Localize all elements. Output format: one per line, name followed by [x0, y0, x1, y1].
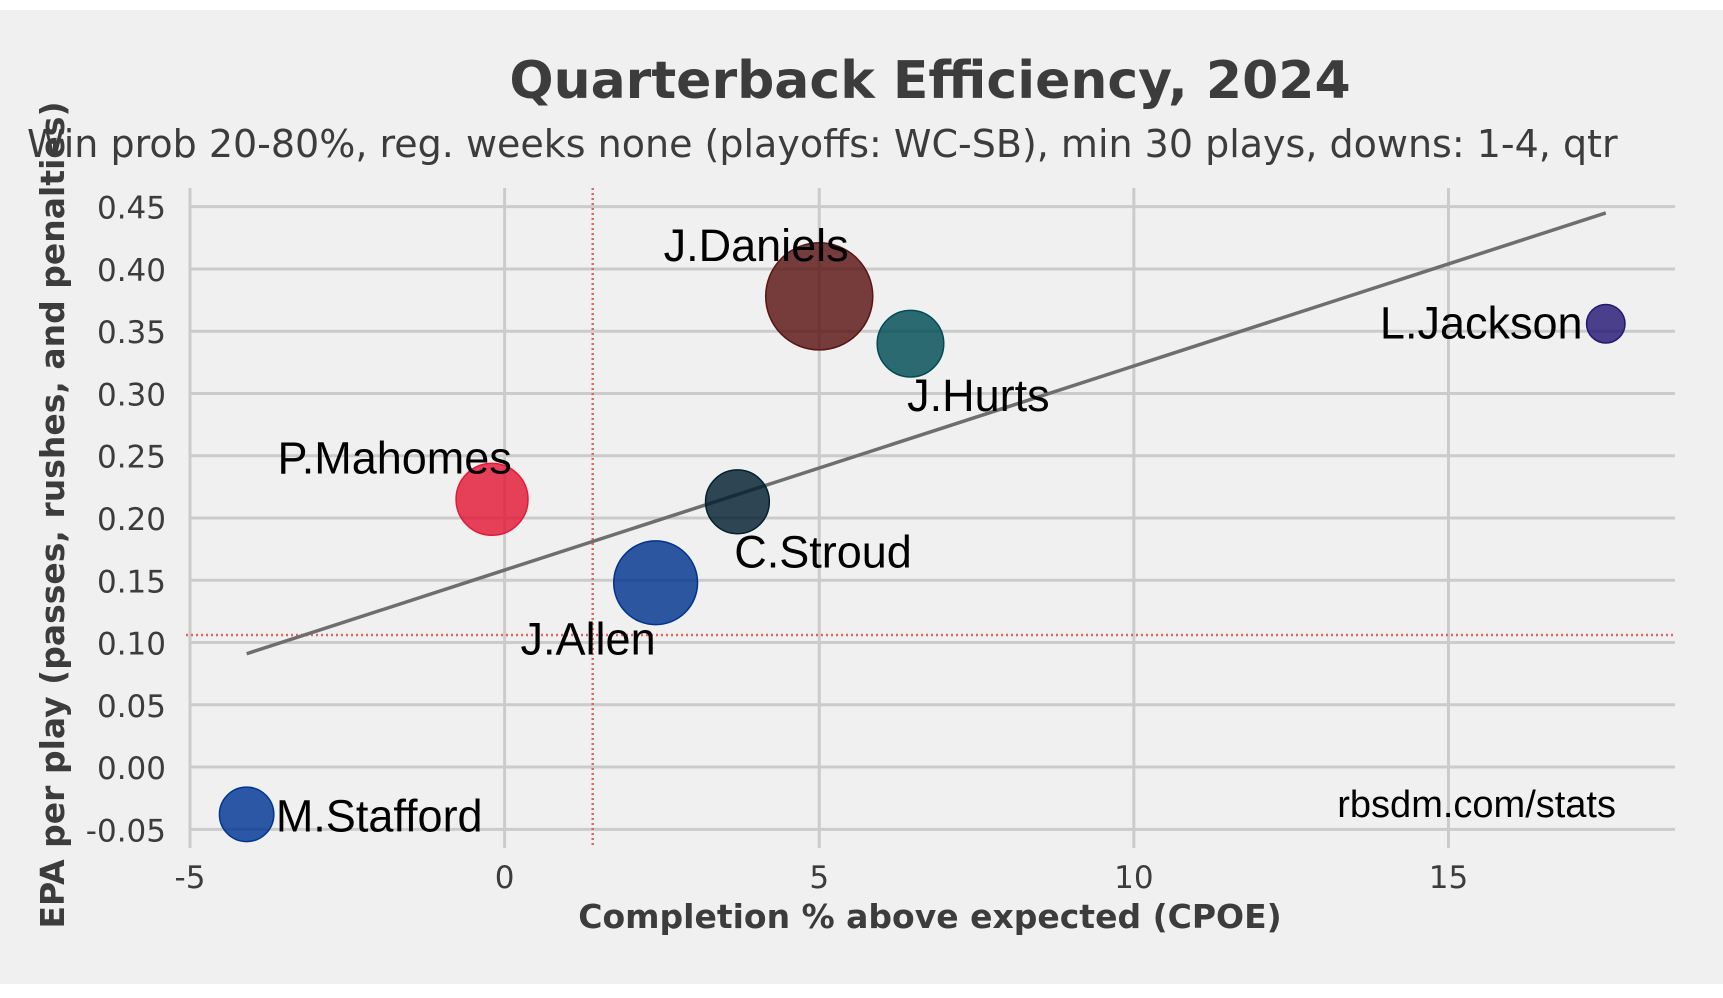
point-label: C.Stroud — [734, 527, 912, 578]
point-label: J.Allen — [521, 614, 656, 665]
data-points — [218, 242, 1626, 843]
chart-subtitle: Win prob 20-80%, reg. weeks none (playof… — [27, 122, 1618, 166]
point-labels: J.Daniels J.Hurts L.Jackson P.Mahomes C.Stro… — [276, 220, 1583, 841]
y-tick-label: -0.05 — [86, 813, 166, 849]
y-axis-label: EPA per play (passes, rushes, and penalt… — [33, 101, 72, 928]
data-point — [764, 242, 874, 351]
x-tick-label: -5 — [175, 860, 206, 896]
data-point — [704, 469, 771, 535]
y-tick-label: 0.35 — [97, 315, 166, 351]
y-tick-label: 0.15 — [97, 564, 166, 600]
chart-title: Quarterback Efficiency, 2024 — [509, 51, 1350, 111]
x-tick-label: 10 — [1114, 860, 1153, 896]
figure-background — [0, 10, 1723, 984]
y-tick-label: 0.45 — [97, 191, 166, 227]
y-tick-label: 0.25 — [97, 440, 166, 476]
point-label: L.Jackson — [1380, 298, 1583, 349]
data-point — [218, 786, 275, 843]
y-tick-label: 0.40 — [97, 253, 166, 289]
x-tick-label: 0 — [495, 860, 515, 896]
data-point — [1585, 303, 1626, 344]
y-tick-label: 0.20 — [97, 502, 166, 538]
watermark: rbsdm.com/stats — [1337, 784, 1616, 826]
data-point — [455, 462, 529, 537]
y-tick-labels: -0.05 0.00 0.05 0.10 0.15 0.20 0.25 0.30 0.35 0.4… — [86, 191, 166, 850]
x-tick-labels: -5 0 5 10 15 — [175, 860, 1469, 896]
x-tick-label: 5 — [809, 860, 829, 896]
y-tick-label: 0.30 — [97, 377, 166, 413]
data-point — [612, 540, 699, 626]
y-tick-label: 0.05 — [97, 689, 166, 725]
trend-line — [246, 211, 1607, 656]
point-label: P.Mahomes — [278, 433, 512, 484]
trend-line-group — [246, 211, 1607, 656]
data-point — [876, 309, 945, 378]
mean-reference-lines — [186, 188, 1675, 848]
y-tick-label: 0.00 — [97, 751, 166, 787]
point-label: J.Daniels — [664, 220, 849, 271]
y-tick-label: 0.10 — [97, 627, 166, 663]
x-tick-label: 15 — [1429, 860, 1468, 896]
x-axis-label: Completion % above expected (CPOE) — [578, 897, 1282, 936]
point-label: J.Hurts — [907, 370, 1050, 421]
point-label: M.Stafford — [276, 790, 483, 841]
